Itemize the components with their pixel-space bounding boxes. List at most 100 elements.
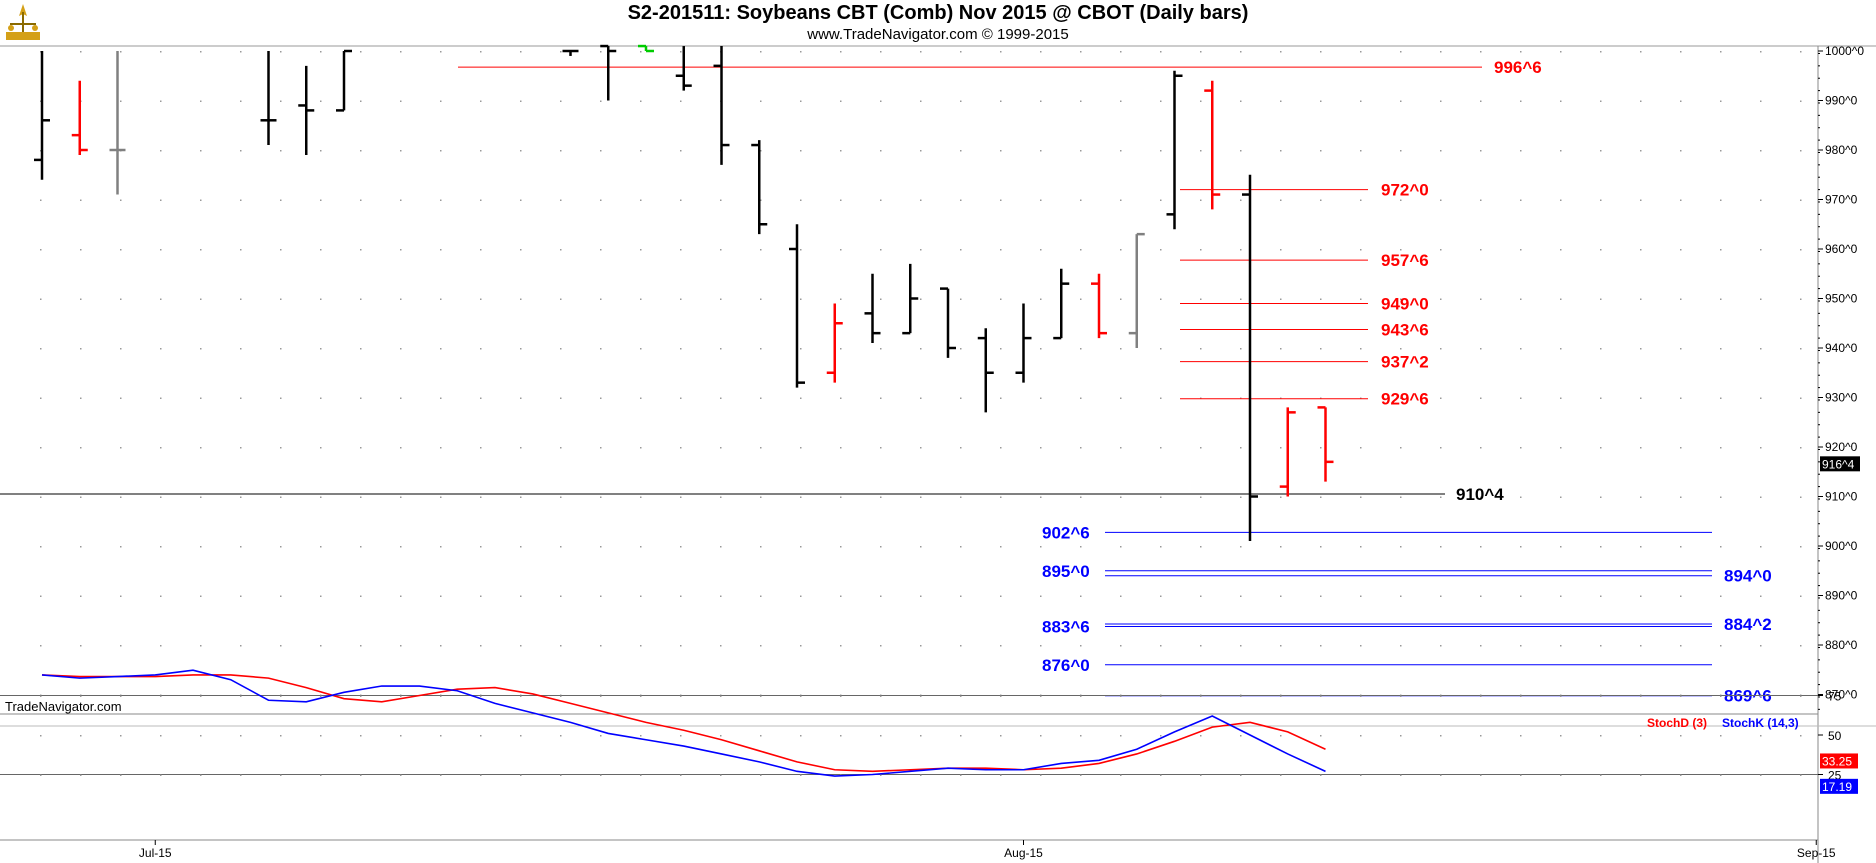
grid-dot (240, 348, 242, 350)
grid-dot (200, 595, 202, 597)
grid-dot (1760, 100, 1762, 102)
grid-dot (200, 496, 202, 498)
grid-dot (1560, 645, 1562, 647)
grid-dot (1560, 348, 1562, 350)
stoch-grid-dot (280, 735, 282, 737)
last-price-label: 916^4 (1822, 457, 1855, 471)
date-tick-label: Jul-15 (139, 846, 172, 860)
grid-dot (1120, 348, 1122, 350)
grid-dot (1760, 595, 1762, 597)
grid-dot (1680, 348, 1682, 350)
grid-dot (1560, 496, 1562, 498)
stoch-grid-dot (560, 774, 562, 776)
grid-dot (720, 298, 722, 300)
grid-dot (1480, 546, 1482, 548)
grid-dot (1800, 496, 1802, 498)
title-bar: S2-201511: Soybeans CBT (Comb) Nov 2015 … (0, 0, 1876, 46)
grid-dot (1760, 645, 1762, 647)
grid-dot (1560, 546, 1562, 548)
grid-dot (680, 100, 682, 102)
grid-dot (320, 348, 322, 350)
stoch-grid-dot (440, 695, 442, 697)
grid-dot (800, 51, 802, 53)
grid-dot (1360, 645, 1362, 647)
stoch-grid-dot (1240, 735, 1242, 737)
grid-dot (760, 348, 762, 350)
grid-dot (400, 348, 402, 350)
grid-dot (320, 397, 322, 399)
grid-dot (1280, 595, 1282, 597)
stoch-grid-dot (1760, 735, 1762, 737)
grid-dot (1400, 150, 1402, 152)
grid-dot (1520, 447, 1522, 449)
resistance-label: 937^2 (1381, 353, 1429, 372)
grid-dot (120, 100, 122, 102)
price-tick-label: 990^0 (1825, 94, 1858, 108)
grid-dot (440, 546, 442, 548)
grid-dot (1040, 595, 1042, 597)
date-axis[interactable]: Jul-15 Aug-15 Sep-15 (0, 839, 1836, 860)
stoch-grid-dot (360, 695, 362, 697)
grid-dot (1240, 249, 1242, 251)
grid-dot (560, 397, 562, 399)
grid-dot (1400, 447, 1402, 449)
grid-dot (1280, 546, 1282, 548)
stoch-grid-dot (720, 695, 722, 697)
stoch-grid-dot (640, 735, 642, 737)
grid-dot (280, 249, 282, 251)
ohlc-bars[interactable] (34, 44, 1334, 542)
grid-dot (760, 199, 762, 201)
grid-dot (40, 447, 42, 449)
price-tick-label: 920^0 (1825, 440, 1858, 454)
resistance-label: 972^0 (1381, 181, 1429, 200)
stoch-grid-dot (200, 774, 202, 776)
grid-dot (40, 298, 42, 300)
grid-dot (1600, 397, 1602, 399)
grid-dot (1600, 199, 1602, 201)
grid-dot (600, 150, 602, 152)
price-axis[interactable]: 870^0 880^0 890^0 900^0 910^0 920^0 930^0 940^0… (1817, 44, 1864, 863)
grid-dot (720, 496, 722, 498)
grid-dot (1200, 546, 1202, 548)
grid-dot (1520, 51, 1522, 53)
grid-dot (240, 51, 242, 53)
grid-dot (80, 546, 82, 548)
grid-dot (120, 595, 122, 597)
grid-dot (280, 595, 282, 597)
grid-dot (560, 447, 562, 449)
grid-dot (440, 100, 442, 102)
grid-dot (560, 546, 562, 548)
grid-dot (680, 447, 682, 449)
grid-dot (200, 298, 202, 300)
grid-dot (1000, 496, 1002, 498)
grid-dot (320, 496, 322, 498)
grid-dot (80, 51, 82, 53)
grid-dot (40, 595, 42, 597)
grid-dot (360, 546, 362, 548)
stoch-grid-dot (1720, 774, 1722, 776)
grid-dot (1400, 595, 1402, 597)
grid-dot (720, 595, 722, 597)
grid-dot (200, 199, 202, 201)
stoch-grid-dot (1680, 774, 1682, 776)
grid-dot (520, 595, 522, 597)
grid-dot (120, 199, 122, 201)
grid-dot (1160, 595, 1162, 597)
stoch-grid-dot (120, 735, 122, 737)
stoch-grid-dot (720, 735, 722, 737)
grid-dot (640, 199, 642, 201)
grid-dot (1720, 249, 1722, 251)
grid-dot (120, 249, 122, 251)
grid-dot (760, 546, 762, 548)
grid-dot (880, 397, 882, 399)
grid-dot (1400, 645, 1402, 647)
grid-dot (1360, 199, 1362, 201)
grid-dot (1440, 298, 1442, 300)
grid-dot (480, 199, 482, 201)
grid-dot (1640, 595, 1642, 597)
grid-dot (1000, 150, 1002, 152)
grid-dot (840, 397, 842, 399)
grid-dot (400, 100, 402, 102)
